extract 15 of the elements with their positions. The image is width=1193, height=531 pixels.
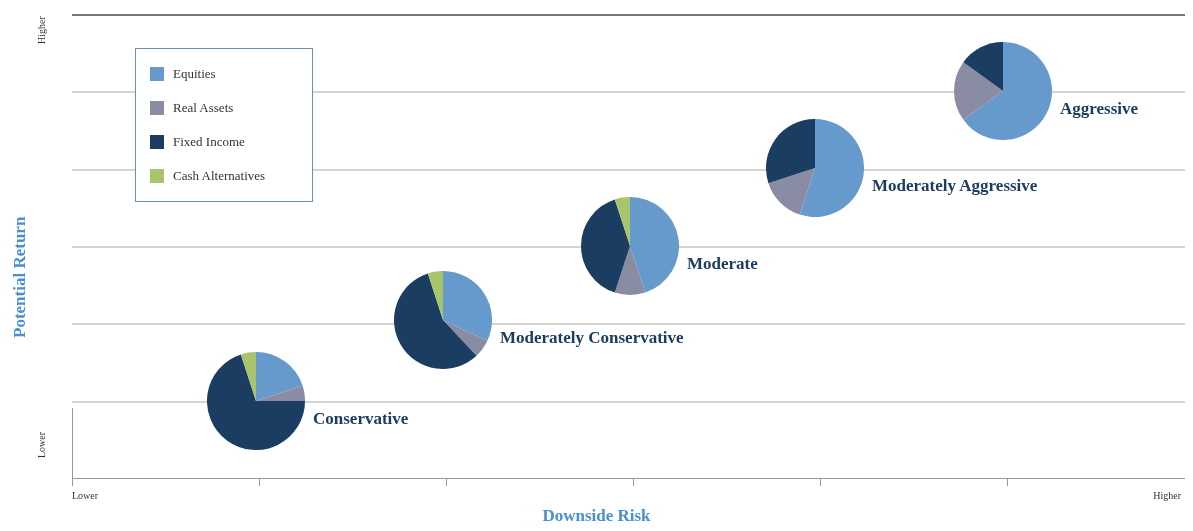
text: Potential Return bbox=[10, 216, 30, 338]
legend-label: Cash Alternatives bbox=[173, 168, 266, 184]
legend-label: Fixed Income bbox=[173, 134, 245, 150]
text: Aggressive bbox=[1060, 99, 1139, 119]
text: Moderate bbox=[687, 254, 758, 274]
legend-label: Equities bbox=[173, 66, 216, 82]
legend-label: Real Assets bbox=[173, 100, 234, 116]
text: Moderately Aggressive bbox=[872, 176, 1038, 196]
text: Moderately Conservative bbox=[500, 328, 684, 348]
text: Lower bbox=[36, 431, 47, 458]
text: Lower bbox=[72, 490, 99, 501]
text: Higher bbox=[36, 16, 47, 44]
text: Conservative bbox=[313, 409, 409, 429]
text: Higher bbox=[1153, 490, 1181, 501]
text: Downside Risk bbox=[541, 506, 652, 526]
